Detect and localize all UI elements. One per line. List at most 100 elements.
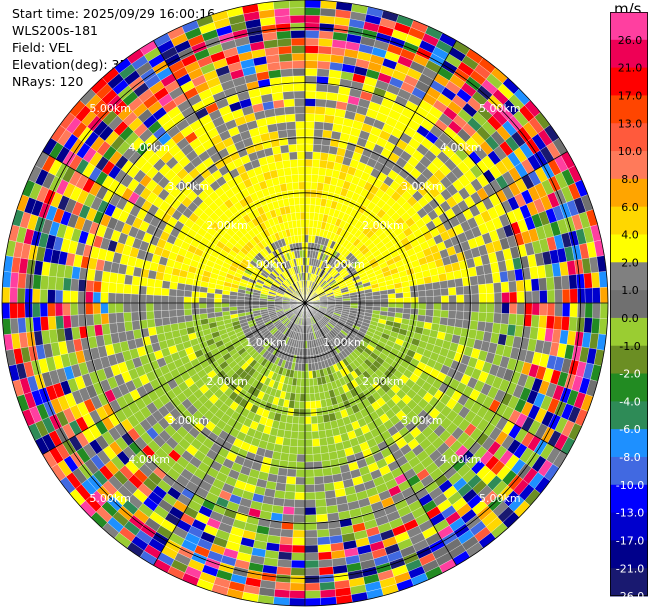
ppi-gate (47, 289, 56, 304)
ppi-gate (285, 476, 297, 485)
ppi-gate (530, 278, 540, 292)
ppi-gate (294, 113, 306, 122)
ppi-gate (24, 302, 33, 318)
ppi-gate (469, 275, 479, 286)
ppi-gate (304, 514, 317, 523)
ppi-gate (275, 482, 287, 492)
ppi-gate (9, 317, 19, 335)
ring-label: 5.00km (479, 492, 521, 505)
ppi-gate (314, 113, 325, 123)
ppi-gate (403, 297, 412, 304)
ppi-gate (9, 271, 19, 289)
ppi-gate (455, 286, 464, 296)
ppi-gate (583, 317, 593, 334)
ppi-gate (295, 121, 306, 130)
ppi-gate (509, 291, 518, 304)
ppi-gate (372, 294, 381, 300)
ppi-gate (206, 292, 215, 299)
ppi-gate (561, 316, 570, 331)
ppi-gate (168, 288, 178, 297)
ppi-gate (304, 484, 316, 493)
ppi-gate (531, 290, 540, 304)
ppi-gate (304, 597, 321, 607)
ppi-gate (304, 439, 313, 448)
ppi-gate (304, 128, 315, 137)
ppi-gate (92, 302, 101, 315)
ppi-gate (297, 158, 306, 167)
ppi-gate (568, 316, 578, 332)
ppi-gate (562, 302, 571, 318)
ppi-gate (319, 7, 337, 17)
ppi-gate (161, 287, 170, 296)
ppi-gate (276, 474, 287, 484)
ring-label: 4.00km (440, 141, 482, 154)
ppi-gate (291, 45, 306, 54)
ppi-gate (304, 174, 312, 183)
ppi-gate (425, 296, 434, 304)
ppi-gate (304, 370, 310, 379)
ppi-gate (283, 98, 295, 108)
ppi-gate (424, 315, 434, 324)
ppi-gate (314, 483, 325, 493)
ppi-gate (292, 68, 306, 77)
ppi-gate (493, 302, 503, 314)
ppi-gate (313, 468, 324, 478)
ppi-gate (304, 68, 318, 77)
colorbar-tick: 4.0 (621, 229, 639, 242)
ppi-gate (309, 204, 316, 213)
ppi-gate (491, 322, 502, 334)
colorbar-tick: 1.0 (621, 284, 639, 297)
ppi-gate (476, 321, 486, 332)
ppi-gate (85, 313, 95, 327)
ppi-gate (289, 597, 306, 607)
ppi-gate (293, 400, 300, 410)
ppi-gate (296, 454, 306, 463)
ppi-gate (299, 401, 306, 410)
ppi-gate (319, 574, 335, 584)
ppi-gate (319, 152, 329, 161)
ppi-gate (315, 513, 329, 523)
ppi-gate (439, 317, 449, 326)
ppi-gate (291, 52, 306, 62)
ppi-gate (440, 310, 449, 319)
ppi-gate (300, 227, 306, 236)
ppi-gate (100, 281, 110, 293)
ppi-gate (316, 68, 330, 78)
ppi-gate (155, 325, 165, 335)
ppi-gate (591, 271, 601, 289)
ppi-gate (508, 280, 517, 293)
ppi-gate (304, 52, 319, 62)
ppi-gate (206, 307, 215, 314)
ppi-gate (432, 316, 441, 325)
ppi-gate (293, 83, 306, 92)
ppi-gate (244, 302, 253, 307)
ppi-gate (304, 363, 309, 372)
ppi-gate (478, 311, 487, 323)
ppi-gate (380, 294, 389, 300)
ppi-gate (372, 298, 381, 304)
ppi-gate (455, 310, 464, 320)
ppi-gate (70, 314, 80, 328)
ppi-gate (124, 321, 134, 332)
ppi-gate (553, 315, 563, 331)
ppi-gate (322, 129, 333, 139)
ppi-gate (40, 275, 49, 290)
ppi-gate (290, 567, 306, 576)
ppi-gate (357, 299, 366, 304)
ppi-gate (183, 296, 192, 304)
ppi-gate (124, 274, 134, 285)
colorbar-tick: 17.0 (618, 90, 643, 103)
ppi-gate (85, 302, 94, 315)
ppi-gate (198, 297, 207, 304)
ppi-gate (206, 312, 216, 319)
ppi-gate (161, 310, 170, 319)
ppi-gate (294, 204, 301, 213)
ppi-gate (168, 295, 177, 304)
ppi-gate (294, 484, 306, 493)
ppi-gate (290, 166, 299, 176)
ppi-gates (1, 0, 609, 607)
ppi-gate (317, 543, 332, 553)
ring-label: 5.00km (479, 102, 521, 115)
ppi-gate (418, 302, 427, 310)
ppi-gate (357, 302, 366, 307)
